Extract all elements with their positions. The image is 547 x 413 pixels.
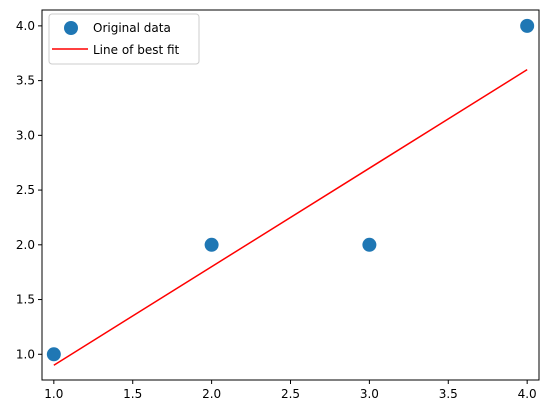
y-tick-label: 3.0 bbox=[16, 128, 35, 142]
y-axis: 1.0 1.5 2.0 2.5 3.0 3.5 4.0 bbox=[16, 19, 42, 361]
legend: Original data Line of best fit bbox=[48, 13, 200, 65]
data-point bbox=[362, 237, 377, 252]
data-point bbox=[204, 237, 219, 252]
plot-area bbox=[46, 18, 535, 366]
y-tick-label: 2.0 bbox=[16, 238, 35, 252]
x-tick-label: 2.5 bbox=[281, 387, 300, 401]
legend-label-best-fit: Line of best fit bbox=[93, 43, 180, 57]
x-tick-label: 4.0 bbox=[518, 387, 537, 401]
legend-box bbox=[48, 13, 200, 65]
x-tick-label: 1.5 bbox=[123, 387, 142, 401]
y-tick-label: 4.0 bbox=[16, 19, 35, 33]
x-tick-label: 3.0 bbox=[360, 387, 379, 401]
legend-label-original-data: Original data bbox=[93, 21, 171, 35]
y-tick-label: 1.5 bbox=[16, 293, 35, 307]
x-tick-label: 3.5 bbox=[439, 387, 458, 401]
best-fit-line bbox=[53, 69, 528, 366]
x-axis: 1.0 1.5 2.0 2.5 3.0 3.5 4.0 bbox=[44, 380, 537, 401]
y-tick-label: 3.5 bbox=[16, 74, 35, 88]
data-point bbox=[46, 347, 61, 362]
y-tick-label: 2.5 bbox=[16, 183, 35, 197]
legend-marker-original-data bbox=[64, 21, 78, 35]
y-tick-label: 1.0 bbox=[16, 347, 35, 361]
data-point bbox=[520, 18, 535, 33]
x-tick-label: 2.0 bbox=[202, 387, 221, 401]
x-tick-label: 1.0 bbox=[44, 387, 63, 401]
